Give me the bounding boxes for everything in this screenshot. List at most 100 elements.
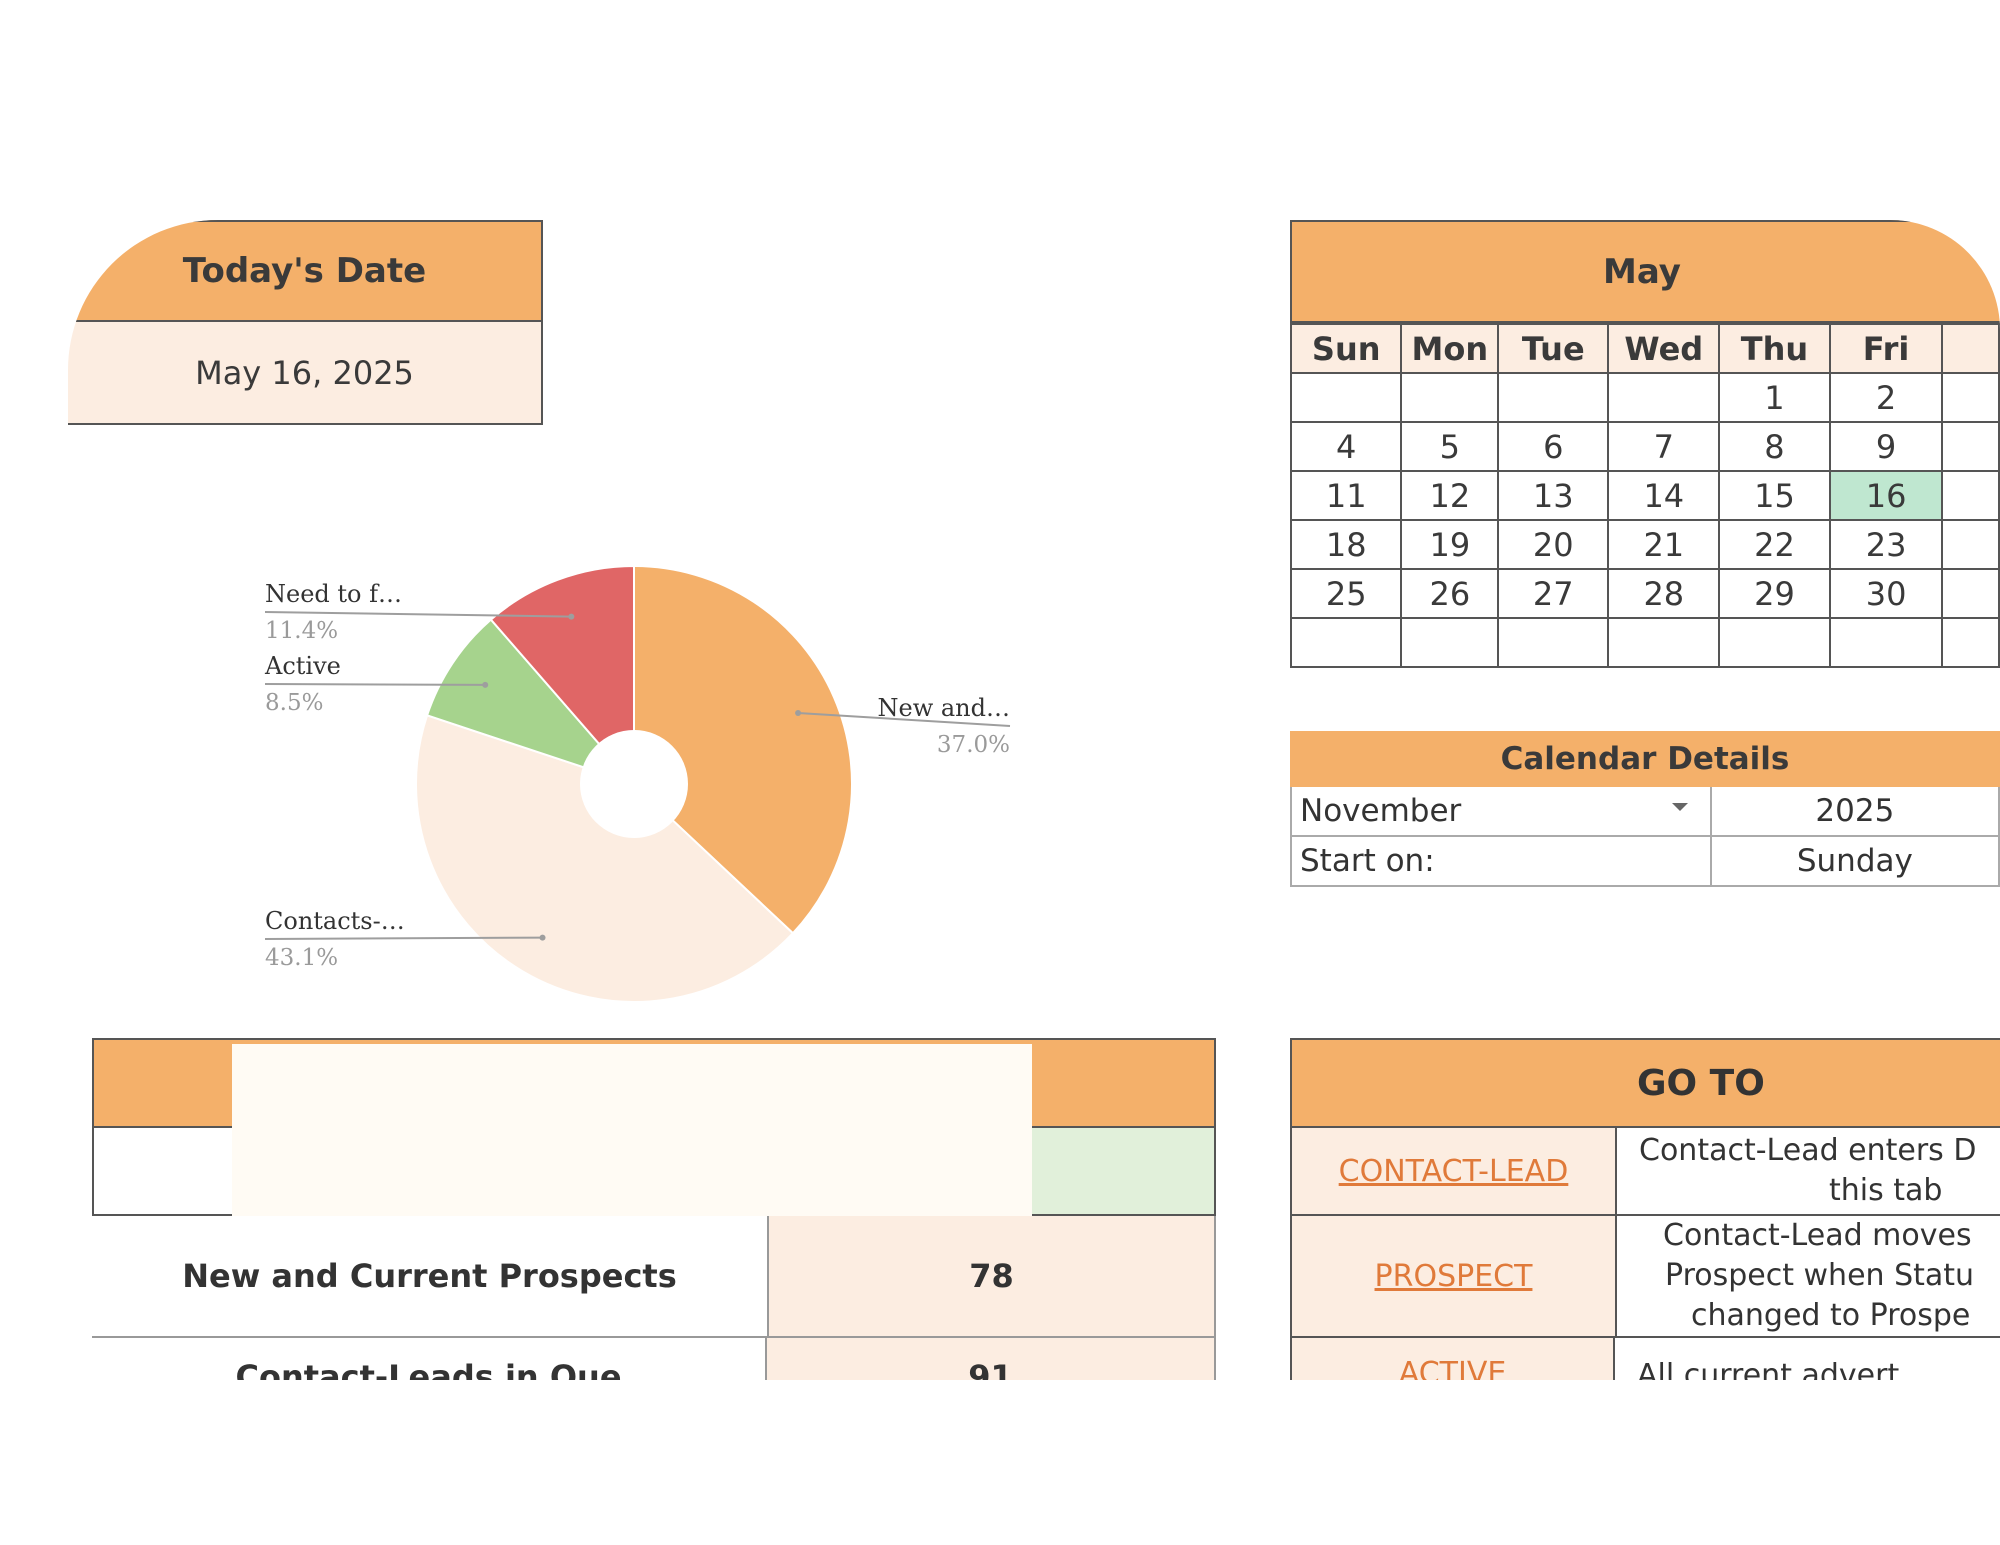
- weekday-header: Fri: [1828, 323, 1944, 374]
- pie-slice-percent: 37.0%: [937, 732, 1010, 758]
- calendar-day-cell[interactable]: 14: [1607, 470, 1721, 521]
- pie-leader-line: [264, 683, 486, 686]
- calendar-day-cell[interactable]: 19: [1400, 519, 1500, 570]
- calendar-day-cell[interactable]: [1941, 519, 2000, 570]
- donut-hole: [580, 730, 688, 838]
- pie-leader-line: [797, 712, 1011, 727]
- calendar-details: Calendar Details November 2025 Start on:…: [1290, 731, 2000, 887]
- goto-row-desc-line: this tab: [1829, 1173, 1943, 1208]
- calendar-day-cell[interactable]: 6: [1497, 421, 1610, 472]
- calendar-week-row: 18 19 20 21 22 23: [1290, 519, 2000, 570]
- pie-slice[interactable]: [415, 714, 795, 1003]
- calendar-day-cell[interactable]: [1941, 617, 2000, 668]
- calendar-day-cell[interactable]: 8: [1718, 421, 1831, 472]
- calendar-day-cell[interactable]: [1828, 617, 1944, 668]
- summary-table: New and Current Prospects 78 Contact-Lea…: [92, 1038, 1216, 1380]
- calendar-weekday-row: Sun Mon Tue Wed Thu Fri: [1290, 323, 2000, 374]
- weekday-header: Sun: [1290, 323, 1403, 374]
- weekday-header: Thu: [1718, 323, 1831, 374]
- weekday-header: [1941, 323, 2000, 374]
- pie-leader-dot: [539, 934, 546, 941]
- calendar-day-cell[interactable]: 12: [1400, 470, 1500, 521]
- month-select[interactable]: November: [1290, 785, 1712, 837]
- calendar-day-cell[interactable]: [1607, 372, 1721, 423]
- summary-row: Contact-Leads in Que 91: [92, 1338, 1216, 1380]
- goto-row: PROSPECT Contact-Lead moves Prospect whe…: [1290, 1216, 2000, 1338]
- start-on-label: Start on:: [1290, 835, 1712, 887]
- calendar-day-cell[interactable]: 4: [1290, 421, 1403, 472]
- calendar-day-cell[interactable]: 30: [1828, 568, 1944, 619]
- calendar-day-cell[interactable]: [1497, 617, 1610, 668]
- calendar-day-cell[interactable]: 25: [1290, 568, 1403, 619]
- calendar-day-cell[interactable]: [1941, 470, 2000, 521]
- pie-leader-dot: [482, 681, 489, 688]
- calendar-day-cell[interactable]: 23: [1828, 519, 1944, 570]
- goto-row-desc-line: Contact-Lead enters D: [1639, 1133, 1977, 1168]
- goto-header: GO TO: [1290, 1038, 2000, 1128]
- summary-row-label: New and Current Prospects: [92, 1216, 769, 1336]
- calendar-day-cell[interactable]: 15: [1718, 470, 1831, 521]
- calendar-day-cell[interactable]: 7: [1607, 421, 1721, 472]
- todays-date-value[interactable]: May 16, 2025: [68, 322, 543, 425]
- pie-leader-dot: [568, 613, 575, 620]
- start-on-value[interactable]: Sunday: [1709, 835, 2000, 887]
- calendar-day-cell[interactable]: [1718, 617, 1831, 668]
- calendar-week-row: [1290, 617, 2000, 668]
- calendar-day-cell[interactable]: [1290, 617, 1403, 668]
- calendar-day-cell[interactable]: [1400, 372, 1500, 423]
- calendar-day-cell[interactable]: [1607, 617, 1721, 668]
- calendar-day-cell[interactable]: 22: [1718, 519, 1831, 570]
- calendar-day-cell[interactable]: 20: [1497, 519, 1610, 570]
- calendar-day-cell[interactable]: 13: [1497, 470, 1610, 521]
- calendar-grid: Sun Mon Tue Wed Thu Fri 1 2 4 5 6 7 8 9 11 12 13 14 15 16 18…: [1290, 323, 2000, 668]
- goto-row-desc-line: Contact-Lead moves: [1663, 1218, 1972, 1253]
- todays-date-card: Today's Date May 16, 2025: [68, 220, 543, 427]
- calendar-day-cell[interactable]: 5: [1400, 421, 1500, 472]
- month-select-value: November: [1300, 793, 1462, 829]
- calendar-details-title: Calendar Details: [1290, 731, 2000, 787]
- pie-slice[interactable]: [425, 618, 638, 787]
- calendar-day-cell[interactable]: [1290, 372, 1403, 423]
- pie-slice[interactable]: [489, 564, 635, 787]
- year-value[interactable]: 2025: [1709, 785, 2000, 837]
- calendar-day-cell[interactable]: [1941, 372, 2000, 423]
- pie-slice-percent: 43.1%: [265, 945, 338, 971]
- calendar-day-cell[interactable]: 27: [1497, 568, 1610, 619]
- calendar-week-row: 11 12 13 14 15 16: [1290, 470, 2000, 521]
- summary-row-value: 78: [769, 1216, 1216, 1336]
- dropdown-arrow-icon[interactable]: [1671, 803, 1688, 811]
- pie-leader-line: [264, 611, 572, 618]
- goto-row-desc-line: Prospect when Statu: [1665, 1258, 1975, 1293]
- pie-slice[interactable]: [633, 564, 853, 935]
- summary-row: New and Current Prospects 78: [92, 1216, 1216, 1338]
- calendar-day-cell[interactable]: 29: [1718, 568, 1831, 619]
- active-link[interactable]: ACTIVE: [1292, 1338, 1615, 1380]
- calendar-month-title: May: [1290, 220, 2000, 323]
- pie-slice-label: Need to f…: [265, 580, 402, 608]
- summary-overlay: [232, 1044, 1032, 1217]
- calendar-day-cell[interactable]: 21: [1607, 519, 1721, 570]
- calendar-day-cell[interactable]: 16: [1828, 470, 1944, 521]
- calendar-day-cell[interactable]: 9: [1828, 421, 1944, 472]
- prospect-link[interactable]: PROSPECT: [1292, 1216, 1617, 1336]
- calendar-day-cell[interactable]: 1: [1718, 372, 1831, 423]
- goto-table: GO TO CONTACT-LEAD Contact-Lead enters D…: [1290, 1038, 2000, 1380]
- calendar-day-cell[interactable]: 26: [1400, 568, 1500, 619]
- calendar-day-cell[interactable]: [1941, 568, 2000, 619]
- summary-row-value: 91: [767, 1338, 1216, 1380]
- pie-slice-label: New and…: [877, 694, 1010, 722]
- calendar: May Sun Mon Tue Wed Thu Fri 1 2 4 5 6 7 8 9 11 12 13 14 15…: [1290, 220, 2000, 684]
- calendar-day-cell[interactable]: [1400, 617, 1500, 668]
- calendar-day-cell[interactable]: 11: [1290, 470, 1403, 521]
- pie-slice-percent: 8.5%: [265, 690, 323, 716]
- calendar-day-cell[interactable]: [1497, 372, 1610, 423]
- calendar-day-cell[interactable]: 2: [1828, 372, 1944, 423]
- calendar-day-cell[interactable]: 28: [1607, 568, 1721, 619]
- pie-leader-line: [264, 936, 543, 940]
- status-donut-chart: New and… 37.0% Contacts-… 43.1% Active 8.5% Ne…: [264, 564, 1011, 1003]
- calendar-day-cell[interactable]: 18: [1290, 519, 1403, 570]
- goto-row: ACTIVE All current advert: [1290, 1338, 2000, 1380]
- calendar-day-cell[interactable]: [1941, 421, 2000, 472]
- contact-lead-link[interactable]: CONTACT-LEAD: [1292, 1128, 1617, 1214]
